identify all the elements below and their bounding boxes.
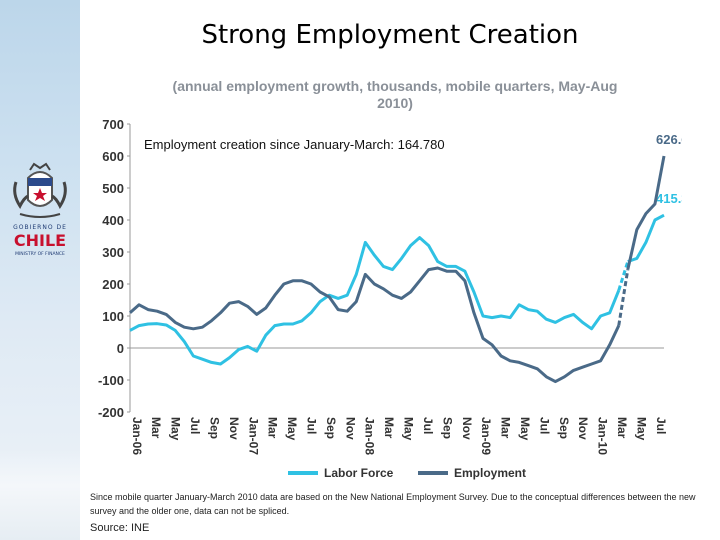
sidebar-panel: GOBIERNO DE CHILE MINISTRY OF FINANCE	[0, 0, 80, 540]
ministry-label: MINISTRY OF FINANCE	[15, 252, 65, 257]
coat-of-arms-icon	[13, 162, 67, 218]
x-tick-label: May	[285, 417, 299, 441]
x-tick-label: Jan-09	[479, 417, 493, 455]
y-tick-label: -100	[98, 373, 124, 388]
y-tick-label: 700	[102, 117, 124, 132]
x-tick-label: Jan-10	[596, 417, 610, 455]
legend-label-labor-force: Labor Force	[324, 466, 394, 480]
x-tick-label: Mar	[615, 417, 629, 439]
x-tick-label: Sep	[557, 417, 571, 439]
x-tick-label: May	[402, 417, 416, 441]
x-tick-label: Mar	[382, 417, 396, 439]
x-tick-label: Sep	[440, 417, 454, 439]
x-tick-label: Nov	[576, 417, 590, 440]
x-tick-label: Jul	[421, 417, 435, 434]
chart-subtitle: (annual employment growth, thousands, mo…	[172, 78, 618, 111]
x-tick-label: Nov	[227, 417, 241, 440]
x-tick-label: Nov	[460, 417, 474, 440]
y-tick-label: 400	[102, 213, 124, 228]
chile-label: CHILE	[6, 231, 74, 250]
chart-annotation: Employment creation since January-March:…	[144, 137, 445, 152]
x-tick-label: Sep	[207, 417, 221, 439]
x-tick-label: May	[634, 417, 648, 441]
x-tick-label: Jul	[654, 417, 668, 434]
y-tick-label: -200	[98, 405, 124, 420]
series-splice-segment	[617, 269, 630, 326]
series-end-label: 626.6	[656, 132, 682, 147]
chile-text: CHILE	[13, 231, 67, 250]
x-tick-label: Jul	[304, 417, 318, 434]
x-tick-label: Jan-08	[363, 417, 377, 455]
x-tick-label: May	[518, 417, 532, 441]
series-line-new-survey	[626, 155, 666, 270]
series-line-new-survey	[627, 213, 665, 264]
y-tick-label: 300	[102, 245, 124, 260]
x-tick-label: Sep	[324, 417, 338, 439]
y-tick-label: 0	[117, 341, 124, 356]
footnote: Since mobile quarter January-March 2010 …	[90, 492, 696, 516]
y-tick-label: 100	[102, 309, 124, 324]
x-tick-label: May	[169, 417, 183, 441]
x-tick-label: Mar	[149, 417, 163, 439]
x-tick-label: Mar	[499, 417, 513, 439]
x-tick-label: Jan-07	[246, 417, 260, 455]
series-end-label: 415.3	[656, 191, 682, 206]
employment-line-chart: 700 600 500 400 300 200 100 0 -100 -200 Jan-06 Mar M…	[98, 117, 682, 480]
y-tick-label: 500	[102, 181, 124, 196]
x-tick-label: Jul	[537, 417, 551, 434]
series-line-employment	[129, 266, 621, 384]
x-tick-label: Jul	[188, 417, 202, 434]
source-label: Source: INE	[90, 522, 150, 534]
series-line-labor-force	[129, 236, 621, 366]
gobierno-label: GOBIERNO DE	[13, 224, 67, 231]
legend-label-employment: Employment	[454, 466, 526, 480]
x-tick-label: Jan-06	[130, 417, 144, 455]
y-tick-label: 200	[102, 277, 124, 292]
x-tick-label: Mar	[266, 417, 280, 439]
page-title: Strong Employment Creation	[201, 20, 579, 50]
series-splice-segment	[617, 261, 630, 291]
mountain-backdrop	[0, 450, 80, 540]
x-tick-label: Nov	[343, 417, 357, 440]
y-tick-label: 600	[102, 149, 124, 164]
